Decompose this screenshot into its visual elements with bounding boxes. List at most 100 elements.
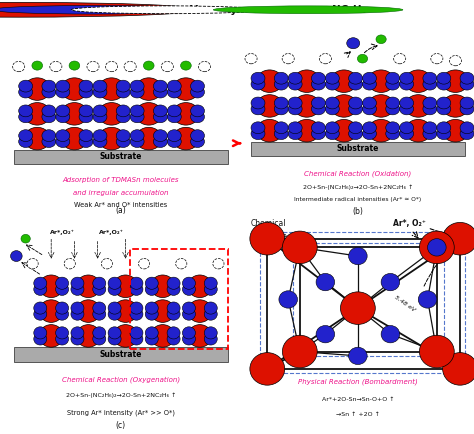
Circle shape: [93, 80, 107, 92]
Circle shape: [116, 105, 130, 117]
Circle shape: [71, 327, 84, 339]
Circle shape: [325, 97, 339, 109]
Text: Vacancy: Vacancy: [190, 5, 238, 15]
Circle shape: [282, 53, 294, 64]
Circle shape: [108, 283, 121, 296]
Text: Ar*,O₂⁺: Ar*,O₂⁺: [50, 230, 75, 235]
Circle shape: [154, 130, 167, 141]
Circle shape: [288, 72, 302, 84]
Circle shape: [21, 234, 30, 243]
Circle shape: [368, 70, 394, 92]
Circle shape: [18, 111, 33, 123]
Circle shape: [405, 95, 431, 117]
Circle shape: [331, 95, 357, 117]
Text: Substrate: Substrate: [100, 152, 142, 161]
Circle shape: [151, 325, 175, 347]
Circle shape: [0, 6, 199, 14]
Circle shape: [24, 78, 51, 100]
Circle shape: [93, 302, 106, 314]
Circle shape: [167, 111, 181, 123]
Circle shape: [145, 277, 158, 289]
Circle shape: [400, 97, 414, 109]
Circle shape: [363, 72, 376, 84]
Circle shape: [274, 72, 288, 84]
Circle shape: [130, 80, 144, 92]
Circle shape: [136, 102, 162, 125]
Circle shape: [437, 128, 451, 140]
Circle shape: [293, 119, 320, 142]
Circle shape: [71, 6, 261, 13]
Circle shape: [93, 277, 106, 289]
Circle shape: [442, 95, 469, 117]
Circle shape: [405, 70, 431, 92]
Circle shape: [130, 105, 144, 117]
Circle shape: [167, 308, 180, 320]
Circle shape: [288, 128, 302, 140]
Circle shape: [437, 78, 451, 90]
Circle shape: [138, 259, 150, 269]
Text: (a): (a): [116, 206, 126, 215]
Circle shape: [348, 122, 363, 134]
Circle shape: [460, 122, 474, 134]
Circle shape: [188, 300, 212, 322]
Circle shape: [325, 103, 339, 115]
Bar: [293, 243, 444, 356]
Circle shape: [256, 95, 283, 117]
Circle shape: [363, 103, 376, 115]
Circle shape: [348, 247, 367, 265]
Circle shape: [363, 78, 376, 90]
Circle shape: [428, 239, 446, 256]
Circle shape: [98, 127, 125, 150]
Circle shape: [376, 35, 386, 44]
Circle shape: [213, 259, 224, 269]
Circle shape: [42, 105, 56, 117]
Circle shape: [386, 97, 400, 109]
Circle shape: [71, 308, 84, 320]
Circle shape: [93, 111, 107, 123]
Circle shape: [55, 283, 69, 296]
Circle shape: [283, 231, 317, 263]
Circle shape: [108, 302, 121, 314]
Circle shape: [311, 78, 325, 90]
Circle shape: [167, 86, 181, 98]
Circle shape: [167, 130, 181, 141]
Circle shape: [279, 291, 298, 308]
Circle shape: [400, 72, 414, 84]
Circle shape: [71, 283, 84, 296]
Text: Sn: Sn: [43, 5, 57, 15]
Circle shape: [437, 97, 451, 109]
Circle shape: [204, 327, 217, 339]
Circle shape: [161, 62, 173, 72]
Circle shape: [56, 136, 70, 148]
Circle shape: [136, 127, 162, 150]
Text: Ar*,O₂⁺: Ar*,O₂⁺: [99, 230, 124, 235]
Circle shape: [130, 327, 143, 339]
Circle shape: [42, 136, 56, 148]
Text: Substrate: Substrate: [100, 350, 142, 359]
Circle shape: [18, 136, 33, 148]
Circle shape: [116, 111, 130, 123]
Text: →Sn ↑ +2O ↑: →Sn ↑ +2O ↑: [336, 412, 380, 417]
Circle shape: [348, 128, 363, 140]
Circle shape: [386, 72, 400, 84]
Circle shape: [346, 38, 360, 49]
Text: Intermediate radical intensities (Ar* ≈ O*): Intermediate radical intensities (Ar* ≈ …: [294, 197, 421, 202]
Circle shape: [167, 277, 180, 289]
Text: and irregular accumulation: and irregular accumulation: [73, 190, 169, 196]
Circle shape: [274, 78, 288, 90]
Circle shape: [18, 86, 33, 98]
Circle shape: [250, 352, 285, 385]
Circle shape: [311, 97, 325, 109]
Circle shape: [167, 136, 181, 148]
Circle shape: [145, 333, 158, 345]
Circle shape: [274, 128, 288, 140]
Circle shape: [204, 277, 217, 289]
Circle shape: [431, 53, 443, 64]
Circle shape: [71, 333, 84, 345]
Circle shape: [154, 105, 167, 117]
Circle shape: [311, 103, 325, 115]
Circle shape: [363, 128, 376, 140]
Bar: [260, 232, 465, 373]
Circle shape: [93, 283, 106, 296]
Circle shape: [151, 300, 175, 322]
